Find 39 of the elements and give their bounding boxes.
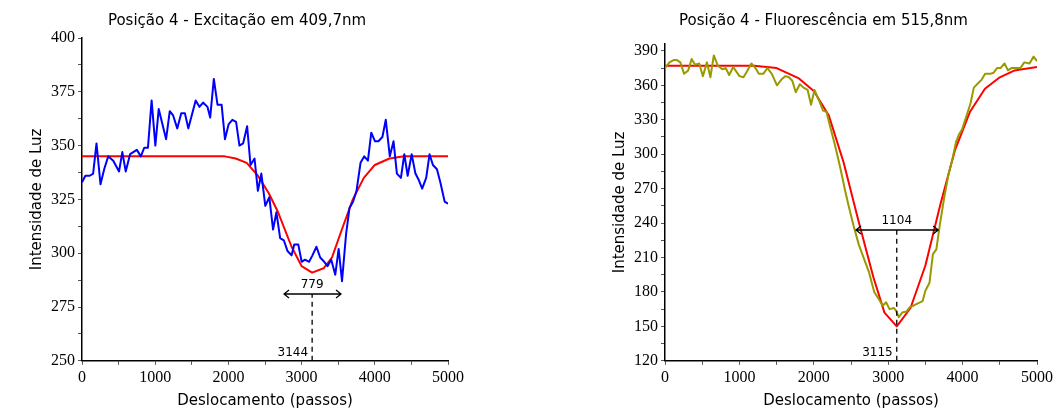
annotation: 779 bbox=[300, 277, 324, 292]
y-tick-label: 300 bbox=[634, 144, 658, 162]
y-tick-label: 250 bbox=[51, 351, 75, 368]
ref-line-label: 3144 bbox=[277, 344, 309, 359]
x-axis-title: Deslocamento (passos) bbox=[177, 390, 353, 409]
y-tick-label: 240 bbox=[634, 213, 658, 231]
y-tick-label: 150 bbox=[634, 316, 658, 334]
x-tick-label: 5000 bbox=[1021, 367, 1053, 385]
y-tick-label: 330 bbox=[634, 109, 658, 127]
y-tick-label: 350 bbox=[51, 135, 75, 153]
x-tick-label: 0 bbox=[78, 367, 86, 385]
x-tick-label: 3000 bbox=[285, 367, 318, 385]
y-tick-label: 275 bbox=[51, 297, 75, 315]
annotation: 1104 bbox=[881, 212, 913, 227]
y-axis-title: Intensidade de Luz bbox=[609, 131, 628, 274]
chart-title: Posição 4 - Excitação em 409,7nm bbox=[107, 10, 367, 29]
x-tick-label: 1000 bbox=[723, 367, 756, 385]
ref-line-label: 3115 bbox=[862, 344, 893, 359]
y-tick-label: 120 bbox=[634, 351, 658, 368]
x-axis-title: Deslocamento (passos) bbox=[763, 390, 939, 409]
y-tick-label: 375 bbox=[51, 82, 75, 99]
x-tick-label: 5000 bbox=[432, 367, 464, 385]
y-tick-label: 325 bbox=[51, 189, 75, 207]
y-tick-label: 300 bbox=[51, 243, 75, 261]
y-tick-label: 390 bbox=[634, 41, 658, 59]
y-axis-title: Intensidade de Luz bbox=[26, 128, 45, 271]
x-tick-label: 4000 bbox=[946, 367, 979, 385]
chart-title: Posição 4 - Fluorescência em 515,8nm bbox=[679, 10, 968, 29]
x-tick-label: 0 bbox=[661, 367, 669, 385]
y-tick-label: 400 bbox=[51, 28, 75, 46]
x-tick-label: 4000 bbox=[358, 367, 391, 385]
x-tick-label: 2000 bbox=[212, 367, 245, 385]
x-tick-label: 1000 bbox=[139, 367, 172, 385]
y-tick-label: 210 bbox=[634, 247, 658, 265]
y-tick-label: 180 bbox=[634, 282, 658, 300]
x-tick-label: 3000 bbox=[872, 367, 905, 385]
x-tick-label: 2000 bbox=[797, 367, 830, 385]
y-tick-label: 360 bbox=[634, 75, 658, 93]
y-tick-label: 270 bbox=[634, 178, 658, 196]
